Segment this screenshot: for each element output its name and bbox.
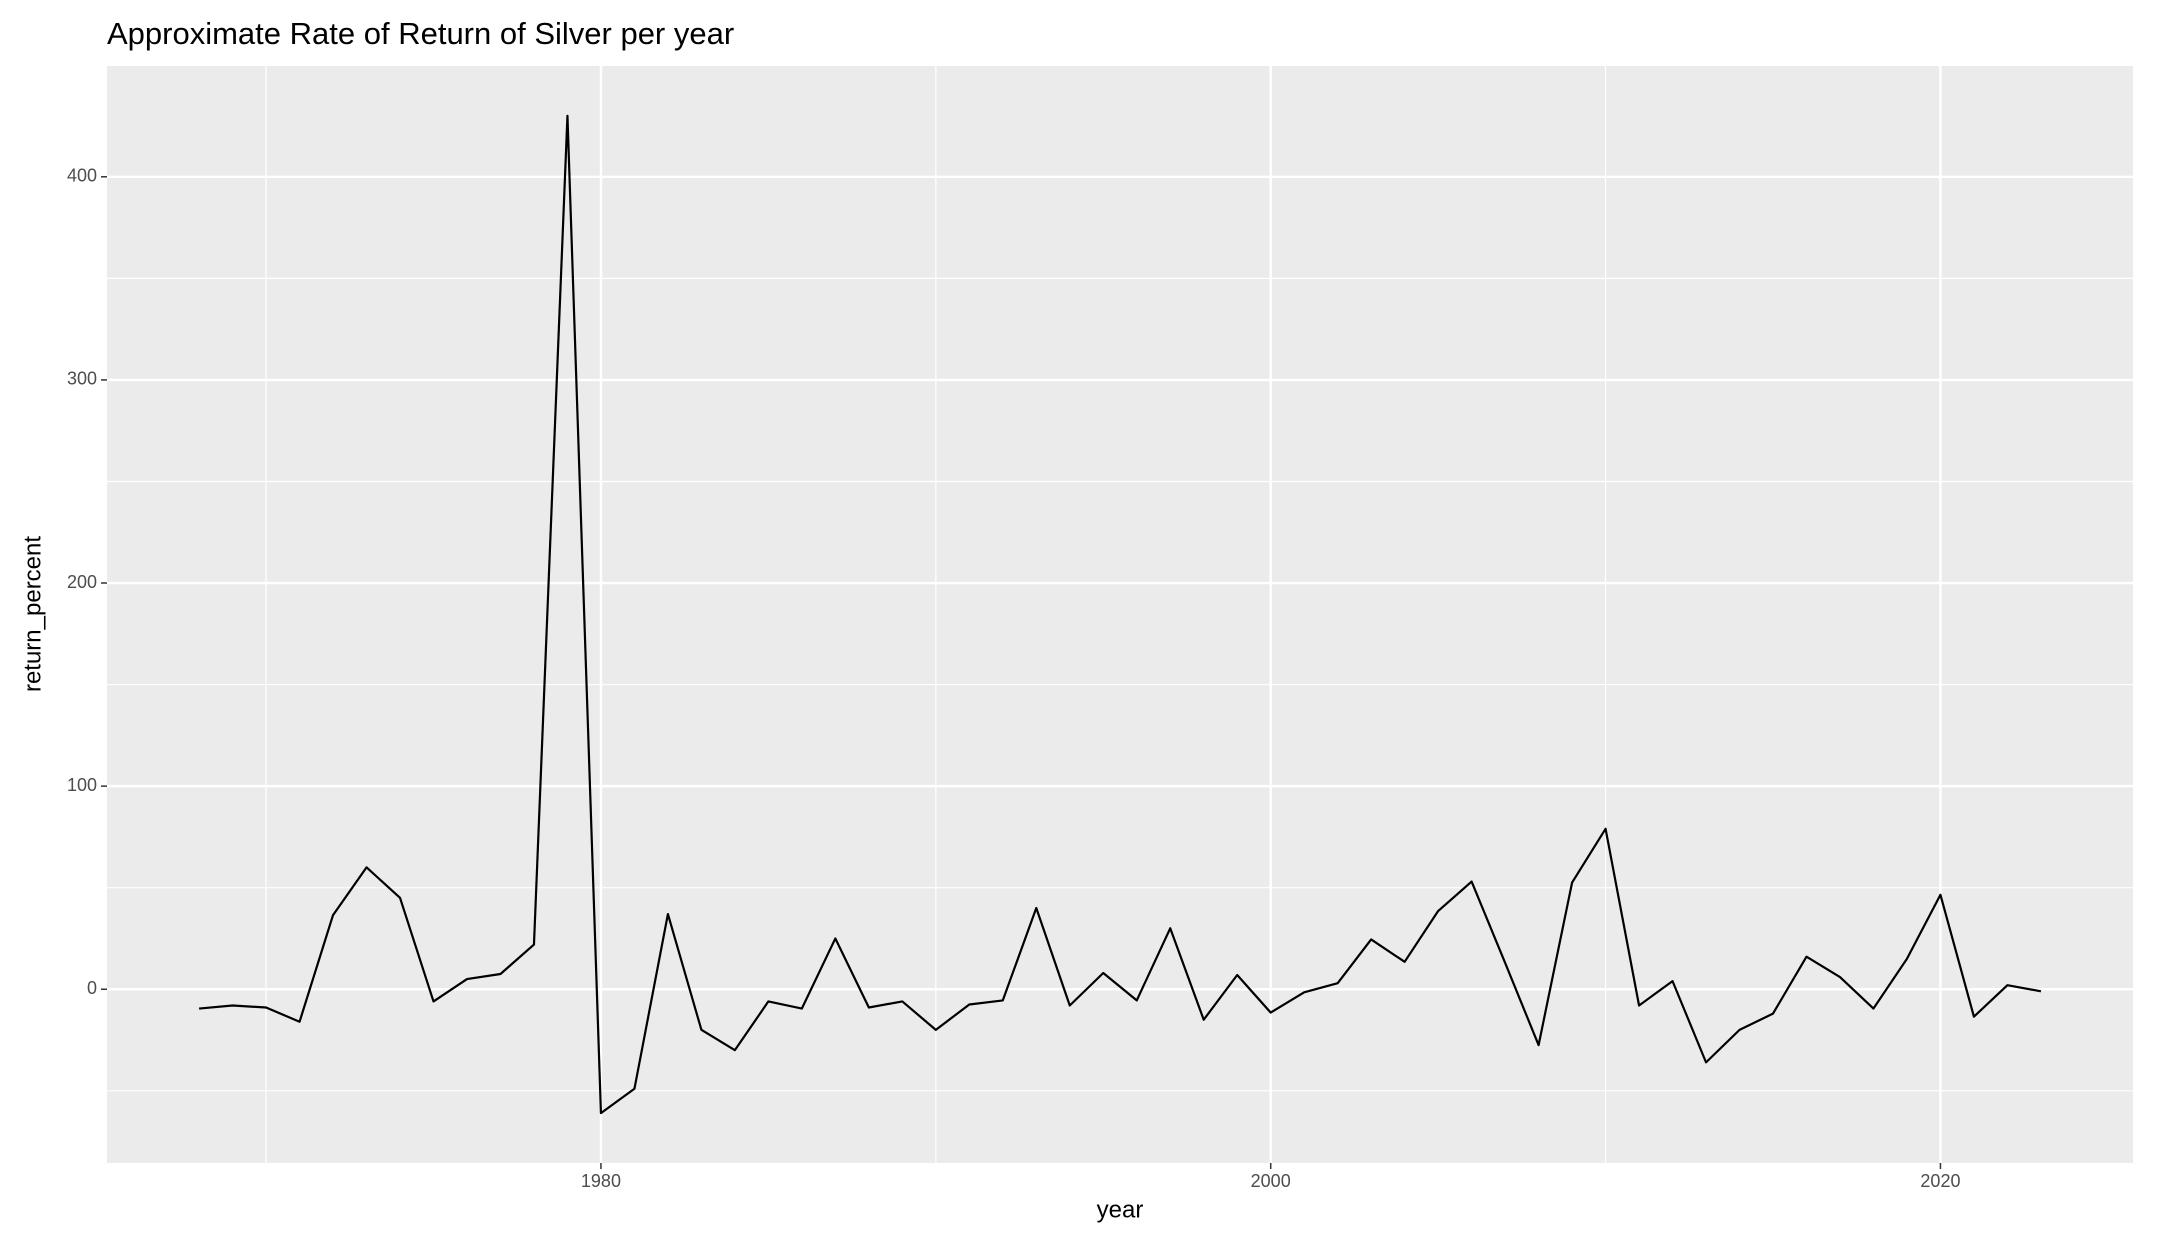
y-tick-label: 200 — [67, 572, 97, 592]
chart-title: Approximate Rate of Return of Silver per… — [107, 16, 734, 51]
x-tick-label: 1980 — [581, 1171, 621, 1191]
y-axis-label: return_percent — [19, 536, 46, 692]
y-tick-label: 100 — [67, 775, 97, 795]
plot-panel — [107, 66, 2133, 1163]
x-tick-label: 2000 — [1251, 1171, 1291, 1191]
data-line — [198, 114, 2042, 1115]
y-tick-label: 300 — [67, 369, 97, 389]
y-tick-label: 0 — [87, 978, 97, 998]
x-axis-label: year — [1097, 1196, 1144, 1223]
x-tick-label: 2020 — [1920, 1171, 1960, 1191]
y-tick-label: 400 — [67, 166, 97, 186]
